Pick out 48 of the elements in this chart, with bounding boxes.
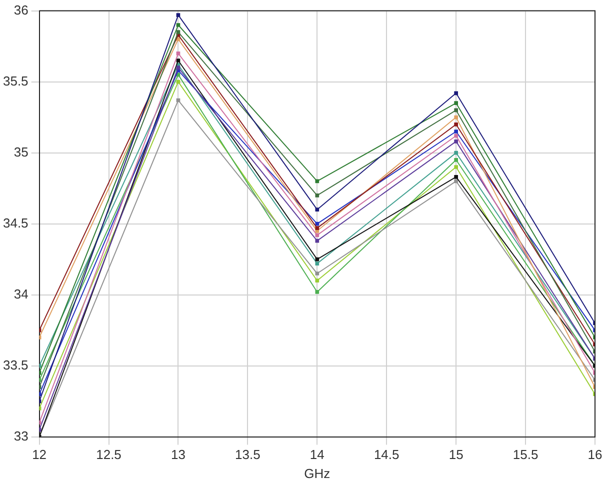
point bbox=[454, 108, 458, 112]
y-tick-label: 33.5 bbox=[2, 357, 28, 372]
point bbox=[176, 58, 180, 62]
point bbox=[315, 233, 320, 238]
y-tick-label: 35 bbox=[14, 144, 28, 160]
x-tick-label: 13 bbox=[170, 447, 186, 462]
x-tick-label: 13.5 bbox=[235, 447, 260, 462]
y-tick-label: 33 bbox=[14, 428, 28, 444]
x-tick-label: 14.5 bbox=[374, 447, 400, 462]
point bbox=[454, 140, 458, 144]
point bbox=[315, 272, 320, 276]
point bbox=[315, 208, 320, 212]
point bbox=[315, 226, 320, 230]
point bbox=[315, 193, 320, 198]
x-axis-title: GHz bbox=[304, 466, 330, 481]
point bbox=[315, 238, 320, 243]
x-tick-label: 14 bbox=[310, 447, 324, 462]
x-tick-label: 15.5 bbox=[512, 447, 538, 462]
y-tick-label: 36 bbox=[14, 2, 28, 18]
point bbox=[315, 278, 320, 283]
point bbox=[454, 179, 458, 184]
point bbox=[176, 66, 180, 70]
point bbox=[315, 257, 320, 262]
point bbox=[454, 134, 458, 138]
point bbox=[176, 51, 180, 56]
point bbox=[454, 91, 458, 96]
point bbox=[176, 23, 180, 27]
y-tick-label: 35.5 bbox=[2, 73, 28, 88]
x-tick-label: 16 bbox=[588, 447, 602, 462]
point bbox=[315, 222, 320, 226]
point bbox=[454, 158, 458, 162]
x-tick-label: 15 bbox=[448, 447, 464, 462]
x-tick-label: 12.5 bbox=[96, 447, 122, 462]
point bbox=[454, 150, 458, 155]
y-tick-label: 34.5 bbox=[2, 215, 28, 230]
point bbox=[315, 179, 320, 184]
point bbox=[454, 115, 458, 120]
point bbox=[315, 290, 320, 294]
point bbox=[454, 101, 458, 106]
point bbox=[176, 13, 180, 17]
y-tick-label: 34 bbox=[14, 286, 28, 302]
point bbox=[454, 175, 458, 179]
point bbox=[454, 122, 458, 126]
x-tick-label: 12 bbox=[32, 447, 47, 462]
point bbox=[176, 30, 180, 34]
point bbox=[454, 165, 458, 169]
point bbox=[454, 130, 458, 134]
point bbox=[315, 262, 320, 266]
